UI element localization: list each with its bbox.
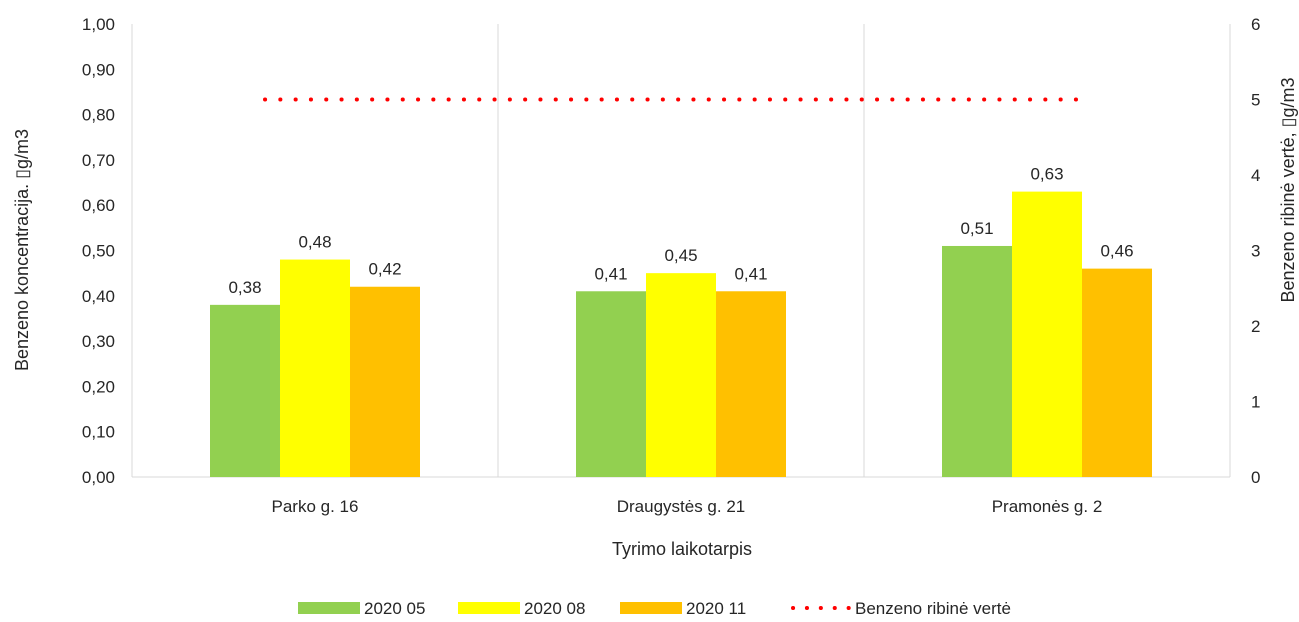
y2-tick-label: 4 bbox=[1251, 166, 1260, 185]
legend-item: 2020 05 bbox=[298, 599, 425, 618]
bar bbox=[1012, 191, 1082, 478]
legend: 2020 05 2020 08 2020 11 Benzeno ribinė vert… bbox=[298, 599, 1011, 618]
legend-item: 2020 11 bbox=[620, 599, 746, 618]
y-tick-label: 0,00 bbox=[82, 468, 115, 487]
legend-label: 2020 08 bbox=[524, 599, 585, 618]
y2-tick-label: 5 bbox=[1251, 91, 1260, 110]
data-label: 0,48 bbox=[298, 233, 331, 252]
bars bbox=[210, 191, 1152, 478]
y2-tick-label: 0 bbox=[1251, 468, 1260, 487]
y2-tick-label: 2 bbox=[1251, 317, 1260, 336]
y-tick-label: 0,20 bbox=[82, 377, 115, 396]
legend-swatch bbox=[458, 602, 520, 614]
legend-label: 2020 05 bbox=[364, 599, 425, 618]
legend-swatch bbox=[620, 602, 682, 614]
data-label: 0,51 bbox=[960, 219, 993, 238]
x-axis-title: Tyrimo laikotarpis bbox=[612, 539, 752, 559]
y-tick-label: 0,80 bbox=[82, 106, 115, 125]
y-tick-label: 0,10 bbox=[82, 423, 115, 442]
y-axis-title: Benzeno koncentracija. ▯g/m3 bbox=[12, 129, 32, 371]
y2-tick-label: 3 bbox=[1251, 242, 1260, 261]
data-label: 0,38 bbox=[228, 278, 261, 297]
data-labels: 0,38 0,48 0,42 0,41 0,45 0,41 0,51 0,63 0,46 bbox=[228, 165, 1133, 297]
bar bbox=[280, 259, 350, 477]
bar bbox=[210, 304, 280, 477]
x-tick-label: Pramonės g. 2 bbox=[992, 497, 1103, 516]
y-tick-label: 0,90 bbox=[82, 60, 115, 79]
data-label: 0,41 bbox=[594, 264, 627, 283]
data-label: 0,45 bbox=[664, 246, 697, 265]
y-tick-label: 0,30 bbox=[82, 332, 115, 351]
legend-item: 2020 08 bbox=[458, 599, 585, 618]
x-tick-label: Draugystės g. 21 bbox=[617, 497, 746, 516]
bar bbox=[942, 245, 1012, 477]
bar bbox=[576, 291, 646, 477]
y2-axis-ticks: 0 1 2 3 4 5 6 bbox=[1251, 15, 1260, 487]
y2-tick-label: 1 bbox=[1251, 393, 1260, 412]
x-tick-label: Parko g. 16 bbox=[272, 497, 359, 516]
bar bbox=[1082, 268, 1152, 477]
y-axis-ticks: 0,00 0,10 0,20 0,30 0,40 0,50 0,60 0,70 0,80 0,90… bbox=[82, 15, 115, 487]
legend-label: Benzeno ribinė vertė bbox=[855, 599, 1011, 618]
legend-swatch bbox=[298, 602, 360, 614]
legend-label: 2020 11 bbox=[686, 599, 746, 618]
y2-tick-label: 6 bbox=[1251, 15, 1260, 34]
y-tick-label: 0,60 bbox=[82, 196, 115, 215]
y2-axis-title: Benzeno ribinė vertė, ▯g/m3 bbox=[1278, 77, 1298, 302]
data-label: 0,42 bbox=[368, 260, 401, 279]
legend-item: Benzeno ribinė vertė bbox=[791, 599, 1011, 618]
x-axis-ticks: Parko g. 16 Draugystės g. 21 Pramonės g. 2 bbox=[272, 497, 1103, 516]
bar bbox=[716, 291, 786, 477]
bar bbox=[646, 273, 716, 477]
bar bbox=[350, 286, 420, 477]
y-tick-label: 0,70 bbox=[82, 151, 115, 170]
y-tick-label: 0,50 bbox=[82, 242, 115, 261]
data-label: 0,46 bbox=[1100, 242, 1133, 261]
y-tick-label: 1,00 bbox=[82, 15, 115, 34]
data-label: 0,41 bbox=[734, 264, 767, 283]
y-tick-label: 0,40 bbox=[82, 287, 115, 306]
data-label: 0,63 bbox=[1030, 165, 1063, 184]
